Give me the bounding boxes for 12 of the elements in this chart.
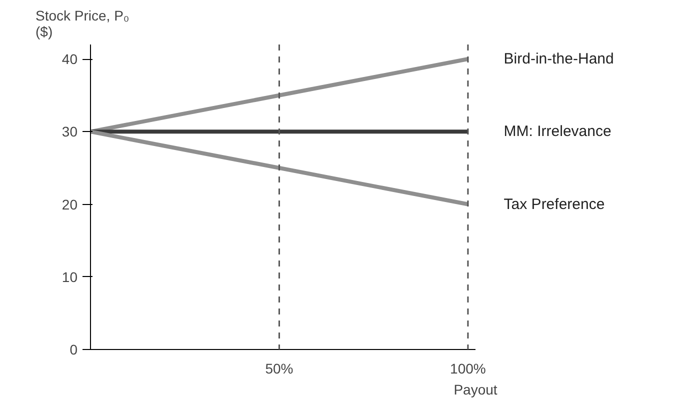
y-tick-label: 40 <box>62 51 78 68</box>
text: Tax Preference <box>504 196 605 213</box>
x-axis-title: Payout <box>454 382 498 398</box>
y-tick-label: 10 <box>62 268 78 285</box>
text: MM: Irrelevance <box>504 123 612 140</box>
y-tick-label: 0 <box>70 342 78 358</box>
y-tick-label: 20 <box>62 196 78 212</box>
x-tick-label: 50% <box>265 360 294 376</box>
x-tick-label: 100% <box>450 360 486 376</box>
y-axis-title: Stock Price, P₀ ($) <box>36 8 130 40</box>
text: Bird-in-the-Hand <box>504 50 614 68</box>
y-tick-label: 30 <box>62 124 78 140</box>
